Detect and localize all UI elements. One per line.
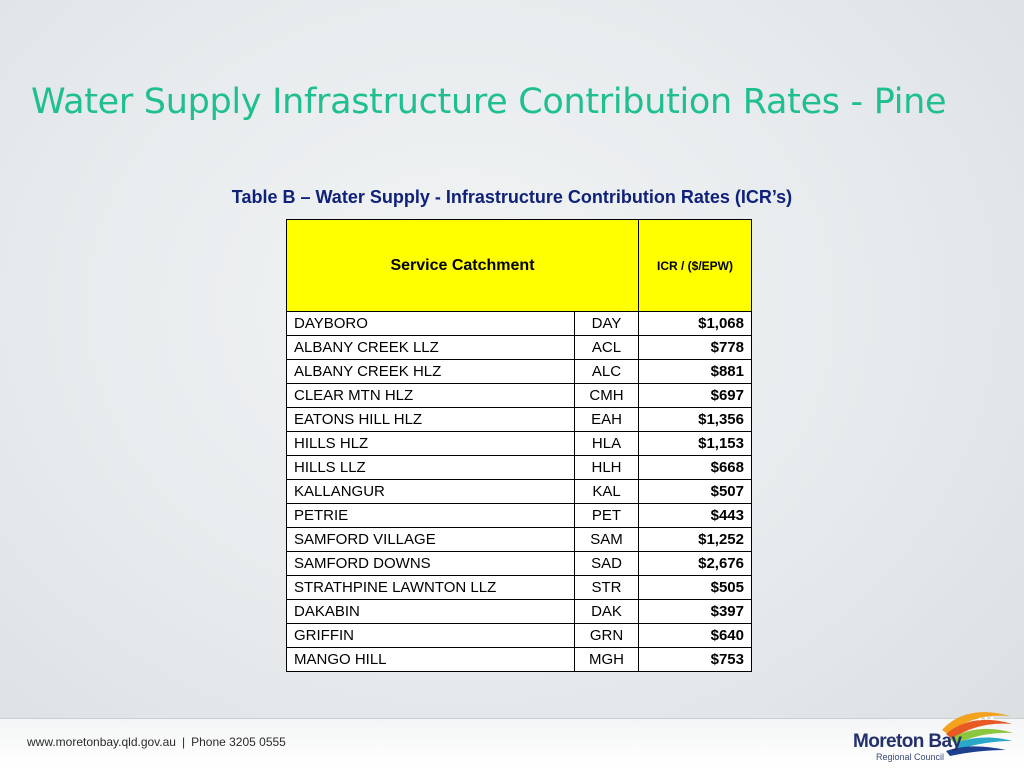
catchment-code-cell: DAY	[574, 311, 639, 336]
catchment-name-cell: DAKABIN	[286, 599, 575, 624]
icr-rate-cell: $443	[638, 503, 752, 528]
catchment-name-cell: ALBANY CREEK HLZ	[286, 359, 575, 384]
catchment-code-cell: GRN	[574, 623, 639, 648]
catchment-name-cell: KALLANGUR	[286, 479, 575, 504]
table-row: EATONS HILL HLZ EAH $1,356	[286, 407, 752, 432]
catchment-code-cell: DAK	[574, 599, 639, 624]
table-row: PETRIE PET $443	[286, 503, 752, 528]
catchment-name-cell: GRIFFIN	[286, 623, 575, 648]
table-body: DAYBORO DAY $1,068 ALBANY CREEK LLZ ACL $778 A…	[286, 311, 752, 672]
moreton-bay-wave-logo-icon	[942, 712, 1013, 756]
catchment-code-cell: HLH	[574, 455, 639, 480]
catchment-code-cell: ACL	[574, 335, 639, 360]
table-row: DAKABIN DAK $397	[286, 599, 752, 624]
catchment-name-cell: HILLS HLZ	[286, 431, 575, 456]
catchment-name-cell: PETRIE	[286, 503, 575, 528]
catchment-code-cell: HLA	[574, 431, 639, 456]
icr-rate-cell: $881	[638, 359, 752, 384]
icr-rate-cell: $2,676	[638, 551, 752, 576]
footer-bar	[0, 719, 1024, 768]
catchment-name-cell: EATONS HILL HLZ	[286, 407, 575, 432]
icr-rate-cell: $505	[638, 575, 752, 600]
catchment-name-cell: DAYBORO	[286, 311, 575, 336]
icr-rate-cell: $507	[638, 479, 752, 504]
icr-table: Service Catchment ICR / ($/EPW) DAYBORO D…	[286, 219, 752, 672]
table-row: HILLS LLZ HLH $668	[286, 455, 752, 480]
footer-contact: www.moretonbay.qld.gov.au | Phone 3205 055…	[27, 735, 286, 749]
catchment-code-cell: STR	[574, 575, 639, 600]
table-caption: Table B – Water Supply - Infrastructure …	[231, 187, 793, 207]
catchment-code-cell: EAH	[574, 407, 639, 432]
catchment-name-cell: MANGO HILL	[286, 647, 575, 672]
icr-rate-cell: $753	[638, 647, 752, 672]
icr-rate-cell: $1,252	[638, 527, 752, 552]
table-row: MANGO HILL MGH $753	[286, 647, 752, 672]
catchment-name-cell: HILLS LLZ	[286, 455, 575, 480]
table-row: HILLS HLZ HLA $1,153	[286, 431, 752, 456]
table-row: CLEAR MTN HLZ CMH $697	[286, 383, 752, 408]
catchment-code-cell: PET	[574, 503, 639, 528]
table-row: ALBANY CREEK HLZ ALC $881	[286, 359, 752, 384]
icr-rate-cell: $397	[638, 599, 752, 624]
icr-rate-cell: $778	[638, 335, 752, 360]
table-row: DAYBORO DAY $1,068	[286, 311, 752, 336]
slide-title: Water Supply Infrastructure Contribution…	[31, 82, 947, 122]
catchment-name-cell: CLEAR MTN HLZ	[286, 383, 575, 408]
icr-rate-cell: $640	[638, 623, 752, 648]
catchment-name-cell: ALBANY CREEK LLZ	[286, 335, 575, 360]
catchment-code-cell: SAM	[574, 527, 639, 552]
footer-divider	[0, 718, 1024, 719]
icr-rate-cell: $1,356	[638, 407, 752, 432]
catchment-name-cell: STRATHPINE LAWNTON LLZ	[286, 575, 575, 600]
logo-subtitle: Regional Council	[876, 752, 945, 762]
icr-rate-cell: $1,068	[638, 311, 752, 336]
catchment-code-cell: SAD	[574, 551, 639, 576]
table-row: SAMFORD VILLAGE SAM $1,252	[286, 527, 752, 552]
catchment-code-cell: ALC	[574, 359, 639, 384]
catchment-code-cell: KAL	[574, 479, 639, 504]
logo-name: Moreton Bay	[853, 731, 962, 752]
icr-rate-cell: $697	[638, 383, 752, 408]
table-header-row: Service Catchment ICR / ($/EPW)	[286, 219, 752, 312]
icr-rate-cell: $668	[638, 455, 752, 480]
table-row: KALLANGUR KAL $507	[286, 479, 752, 504]
icr-rate-cell: $1,153	[638, 431, 752, 456]
footer-phone: Phone 3205 0555	[191, 735, 286, 749]
catchment-name-cell: SAMFORD DOWNS	[286, 551, 575, 576]
table-row: GRIFFIN GRN $640	[286, 623, 752, 648]
footer-website[interactable]: www.moretonbay.qld.gov.au	[27, 735, 176, 749]
header-icr: ICR / ($/EPW)	[638, 219, 752, 312]
table-row: SAMFORD DOWNS SAD $2,676	[286, 551, 752, 576]
footer-separator: |	[181, 735, 186, 749]
table-row: STRATHPINE LAWNTON LLZ STR $505	[286, 575, 752, 600]
catchment-code-cell: MGH	[574, 647, 639, 672]
catchment-code-cell: CMH	[574, 383, 639, 408]
header-service-catchment: Service Catchment	[286, 219, 639, 312]
catchment-name-cell: SAMFORD VILLAGE	[286, 527, 575, 552]
table-row: ALBANY CREEK LLZ ACL $778	[286, 335, 752, 360]
